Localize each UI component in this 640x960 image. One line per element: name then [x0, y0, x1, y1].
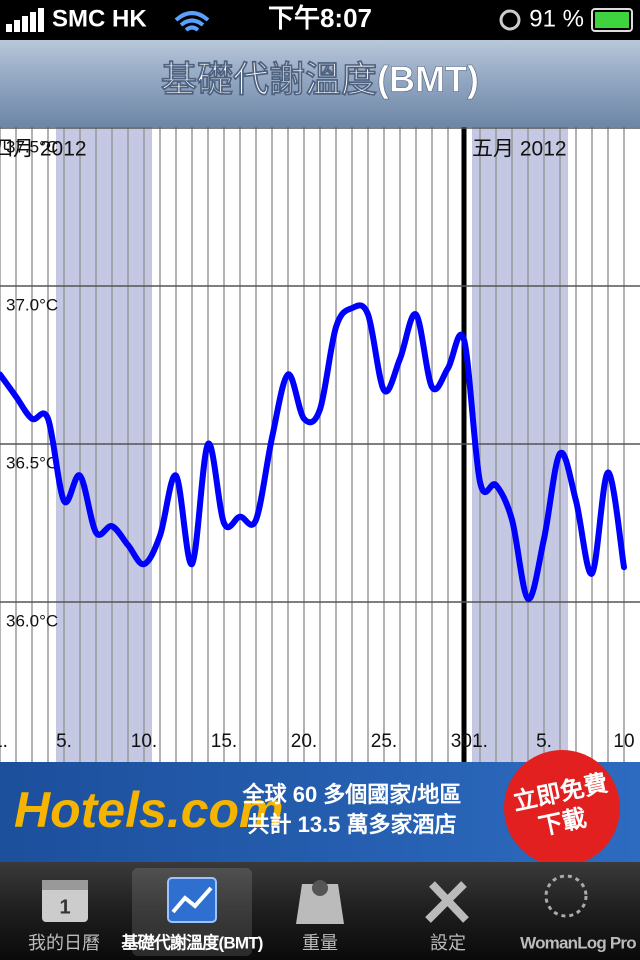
x-tick-label: 1.: [0, 731, 8, 752]
settings-icon: [425, 881, 469, 923]
tab-label[interactable]: 基礎代謝溫度(BMT): [120, 932, 263, 952]
y-tick-label: 36.0°C: [6, 611, 58, 630]
nav-title: 基礎代謝溫度(BMT): [161, 59, 479, 100]
x-tick-label: 1.: [472, 731, 488, 752]
pro-icon: [544, 874, 588, 918]
y-tick-label: 37.5°C: [6, 137, 58, 156]
signal-icon: [6, 8, 44, 32]
y-tick-label: 36.5°C: [6, 453, 58, 472]
tab-label[interactable]: 重量: [302, 933, 338, 953]
nav-bar: [0, 40, 640, 127]
x-tick-label: 5.: [536, 731, 552, 752]
x-tick-label: 20.: [291, 731, 317, 752]
alarm-icon: [499, 9, 521, 31]
x-tick-label: 5.: [56, 731, 72, 752]
x-tick-label: 15.: [211, 731, 237, 752]
tab-label[interactable]: WomanLog Pro: [520, 933, 637, 952]
clock: 下午8:07: [268, 3, 372, 33]
plot: 四月 2012 五月 2012 36.0°C 36.5°C 37.0°C 37.5°C 1.…: [0, 127, 640, 762]
x-tick-label: 10: [613, 731, 634, 752]
ad-brand: Hotels.com: [14, 782, 284, 838]
scale-icon: [296, 880, 344, 924]
y-tick-label: 37.0°C: [6, 295, 58, 314]
x-tick-label: 25.: [371, 731, 397, 752]
tab-label[interactable]: 我的日曆: [28, 933, 100, 953]
x-tick-label: 30.: [451, 731, 477, 752]
ad-button[interactable]: [504, 750, 620, 866]
temperature-line: [0, 302, 627, 602]
ad-line: 全球 60 多個國家/地區: [242, 782, 462, 807]
battery-icon: [591, 8, 633, 32]
tab-label[interactable]: 設定: [430, 933, 466, 953]
calendar-icon: 1: [42, 880, 88, 922]
status-bar: [0, 0, 640, 40]
chart-icon: [167, 877, 217, 923]
month-label: 五月 2012: [472, 138, 567, 161]
month-label: 四月 2012: [0, 138, 87, 161]
battery-text: 91 %: [529, 5, 584, 32]
svg-text:1: 1: [59, 896, 70, 918]
wifi-icon: [174, 11, 210, 32]
ad-line: 共計 13.5 萬多家酒店: [247, 812, 456, 837]
battery-level: [595, 12, 629, 28]
x-tick-label: 10.: [131, 731, 157, 752]
carrier: SMC HK: [52, 5, 147, 32]
